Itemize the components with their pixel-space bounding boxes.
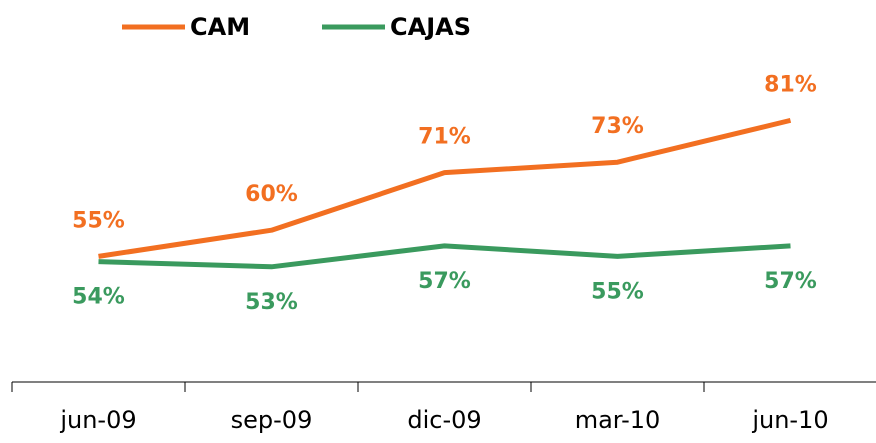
data-label: 57%: [418, 269, 471, 294]
x-tick-label: jun-10: [751, 406, 828, 434]
data-label: 57%: [764, 269, 817, 294]
x-tick-label: sep-09: [231, 406, 313, 434]
data-label: 53%: [245, 290, 298, 315]
legend-label: CAM: [190, 13, 250, 41]
x-tick-label: jun-09: [59, 406, 136, 434]
series-line: [98, 117, 792, 259]
legend-label: CAJAS: [390, 13, 471, 41]
data-label: 81%: [764, 72, 817, 97]
data-label: 55%: [72, 208, 125, 233]
x-tick-label: mar-10: [575, 406, 661, 434]
data-label: 54%: [72, 285, 125, 310]
x-tick-label: dic-09: [407, 406, 481, 434]
data-label: 60%: [245, 182, 298, 207]
series-line: [98, 243, 791, 270]
data-label: 71%: [418, 125, 471, 150]
data-label: 73%: [591, 114, 644, 139]
data-label: 55%: [591, 279, 644, 304]
